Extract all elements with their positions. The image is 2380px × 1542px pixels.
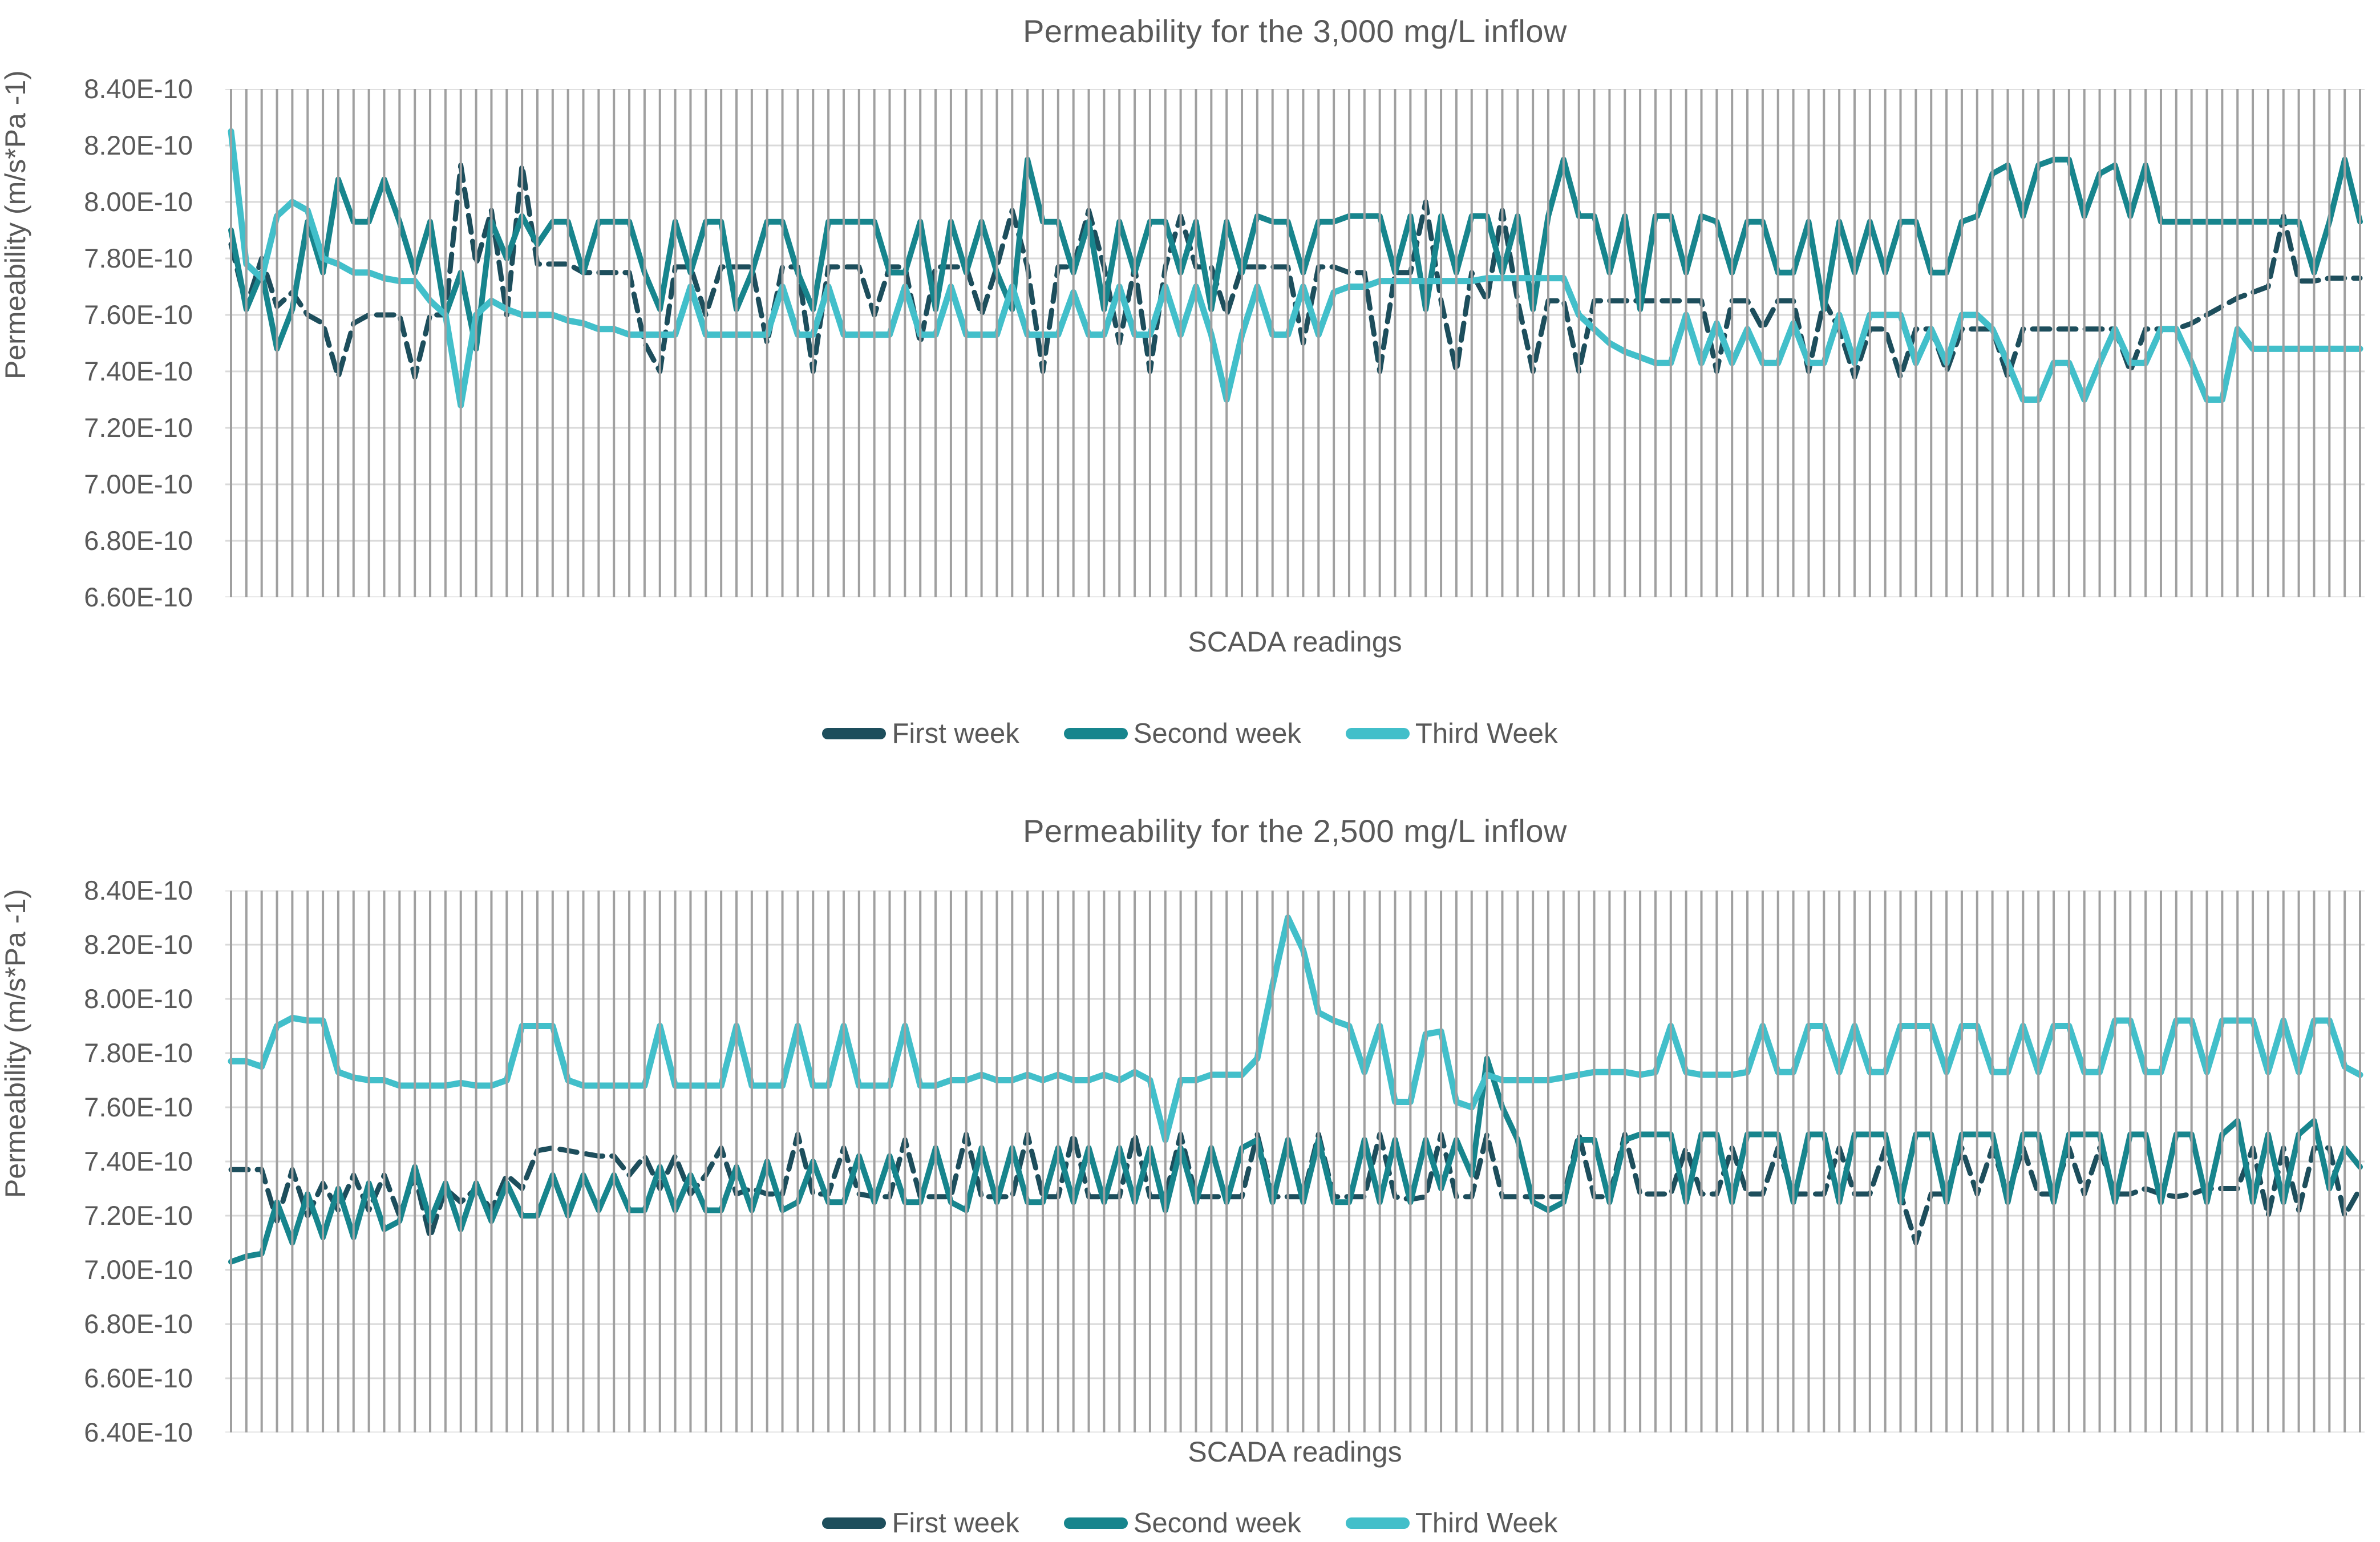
- series-line-third-week: [228, 128, 2363, 408]
- y-tick-label: 7.00E-10: [84, 469, 193, 499]
- legend-item-third-week: Third Week: [1345, 718, 1558, 750]
- series-line-second-week: [228, 156, 2363, 352]
- chart1-plot-area: [225, 89, 2365, 597]
- y-tick-label: 6.80E-10: [84, 525, 193, 556]
- third-week-line-swatch-icon: [1345, 728, 1410, 739]
- chart1-legend: First week Second week Third Week: [0, 718, 2380, 750]
- y-tick-label: 8.20E-10: [84, 929, 193, 960]
- second-week-line-swatch-icon: [1063, 728, 1128, 739]
- legend-item-second-week: Second week: [1063, 718, 1301, 750]
- y-tick-label: 7.20E-10: [84, 1200, 193, 1231]
- y-tick-label: 8.00E-10: [84, 984, 193, 1014]
- series-line-third-week: [228, 914, 2363, 1143]
- legend-label-first-week: First week: [892, 1508, 1019, 1539]
- chart2-title: Permeability for the 2,500 mg/L inflow: [1023, 813, 1567, 849]
- y-tick-label: 6.40E-10: [84, 1417, 193, 1447]
- y-tick-label: 7.00E-10: [84, 1254, 193, 1285]
- legend-label-third-week: Third Week: [1415, 1508, 1558, 1539]
- chart2-x-axis-title: SCADA readings: [1188, 1436, 1402, 1468]
- y-tick-label: 7.60E-10: [84, 1092, 193, 1122]
- legend-label-first-week: First week: [892, 718, 1019, 749]
- legend-item-third-week: Third Week: [1345, 1507, 1558, 1539]
- legend-label-third-week: Third Week: [1415, 718, 1558, 749]
- series-line-first-week: [228, 1132, 2363, 1245]
- series-line-second-week: [228, 1055, 2363, 1265]
- y-tick-label: 8.40E-10: [84, 74, 193, 104]
- second-week-line-swatch-icon: [1063, 1517, 1128, 1529]
- first-week-line-swatch-icon: [822, 1517, 887, 1529]
- legend-item-first-week: First week: [822, 1507, 1019, 1539]
- y-tick-label: 8.40E-10: [84, 875, 193, 905]
- y-tick-label: 7.80E-10: [84, 243, 193, 273]
- y-tick-label: 6.60E-10: [84, 1363, 193, 1393]
- series-line-first-week: [228, 163, 2363, 380]
- y-tick-label: 7.20E-10: [84, 412, 193, 443]
- legend-item-first-week: First week: [822, 718, 1019, 750]
- y-tick-label: 7.80E-10: [84, 1038, 193, 1068]
- y-tick-label: 6.60E-10: [84, 582, 193, 612]
- y-tick-label: 6.80E-10: [84, 1309, 193, 1339]
- y-tick-label: 8.00E-10: [84, 187, 193, 217]
- chart2-legend: First week Second week Third Week: [0, 1507, 2380, 1539]
- legend-label-second-week: Second week: [1133, 718, 1301, 749]
- y-tick-label: 7.40E-10: [84, 356, 193, 386]
- y-tick-label: 8.20E-10: [84, 130, 193, 160]
- legend-label-second-week: Second week: [1133, 1508, 1301, 1539]
- chart1-title: Permeability for the 3,000 mg/L inflow: [1023, 13, 1567, 49]
- third-week-line-swatch-icon: [1345, 1517, 1410, 1529]
- y-tick-label: 7.40E-10: [84, 1146, 193, 1176]
- first-week-line-swatch-icon: [822, 728, 887, 739]
- y-tick-label: 7.60E-10: [84, 300, 193, 330]
- legend-item-second-week: Second week: [1063, 1507, 1301, 1539]
- chart2-plot-area: [225, 891, 2365, 1432]
- chart1-x-axis-title: SCADA readings: [1188, 626, 1402, 658]
